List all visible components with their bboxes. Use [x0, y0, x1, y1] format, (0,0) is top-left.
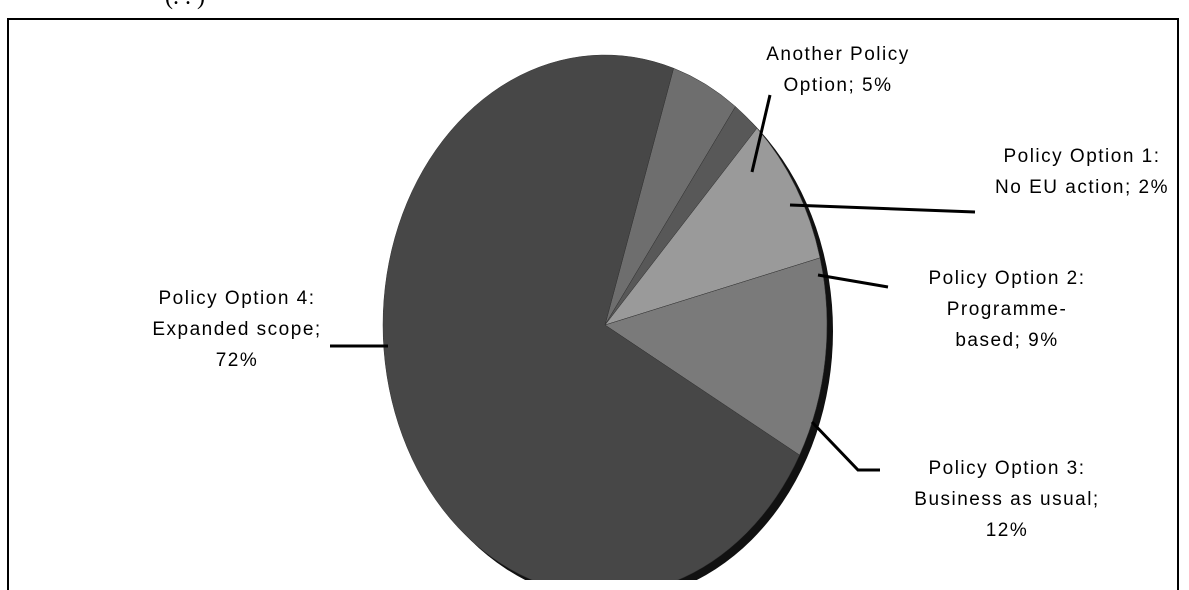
chart-frame — [7, 18, 1179, 590]
header-fragment: (. . ) — [165, 0, 205, 11]
pie-slice-policy-option-3 — [604, 257, 828, 456]
leader-line-policy-option-1 — [789, 203, 976, 214]
data-label-policy-option-3: Policy Option 3: Business as usual; 12% — [914, 458, 1099, 541]
data-label-policy-option-4: Policy Option 4: Expanded scope; 72% — [152, 288, 321, 371]
data-label-policy-option-1: Policy Option 1: No EU action; 2% — [995, 146, 1169, 198]
data-label-another-policy: Another Policy Option; 5% — [766, 44, 910, 96]
data-label-policy-option-2: Policy Option 2: Programme-based; 9% — [928, 268, 1085, 351]
leader-line-policy-option-3 — [810, 420, 880, 472]
leader-line-another-policy — [750, 94, 772, 173]
pie-slice-policy-option-4 — [382, 54, 800, 580]
leader-line-policy-option-2 — [817, 273, 889, 289]
